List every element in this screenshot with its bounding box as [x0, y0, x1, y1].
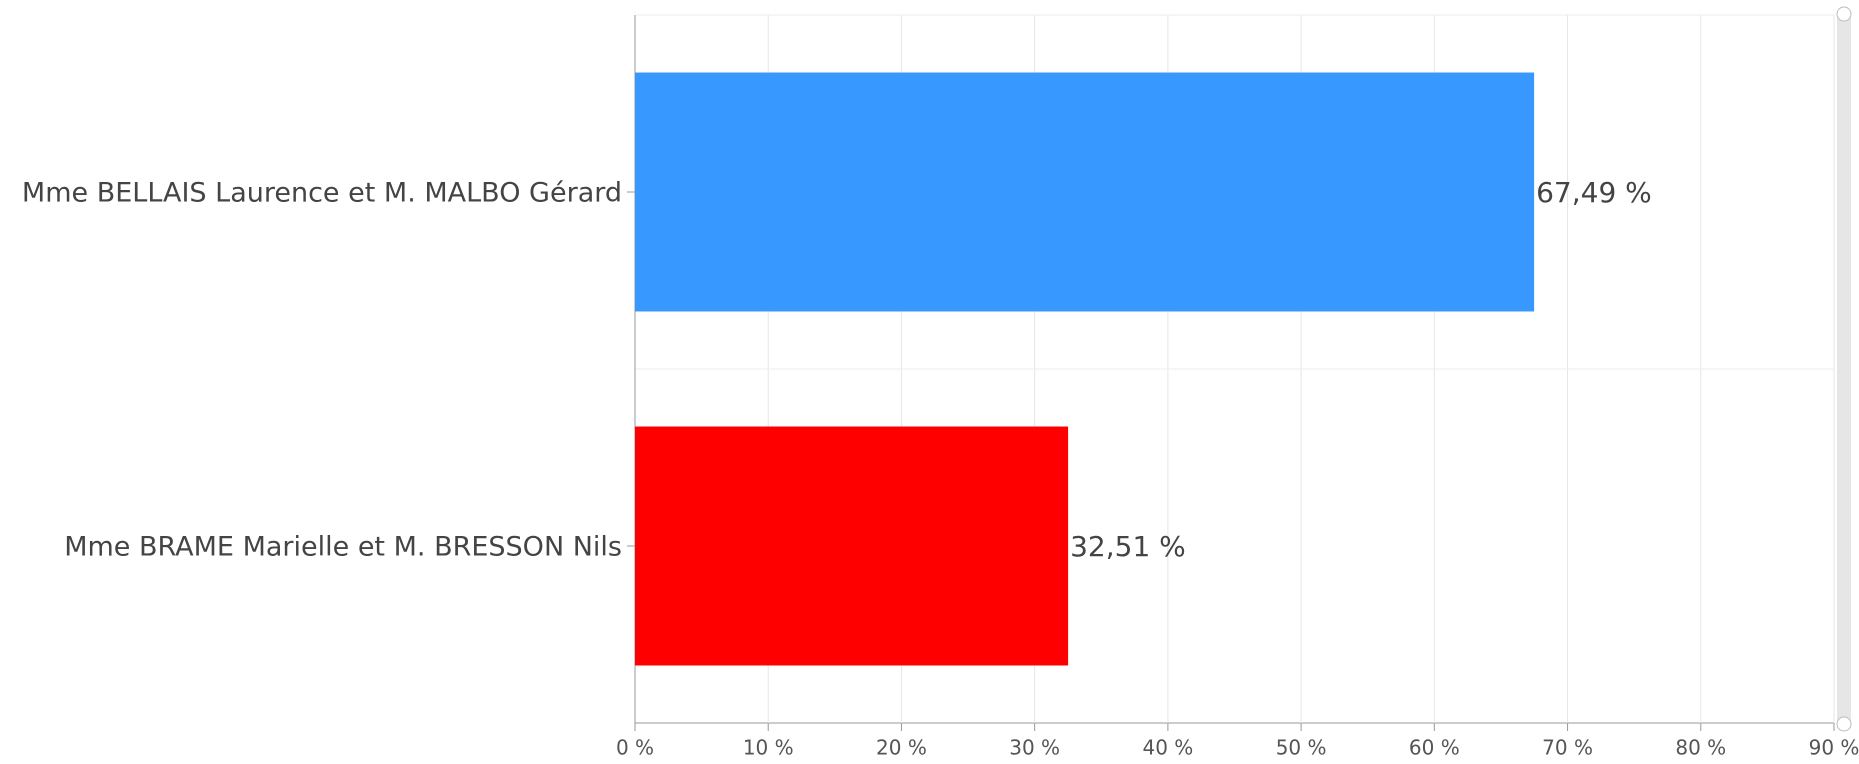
category-label: Mme BELLAIS Laurence et M. MALBO Gérard — [22, 178, 622, 209]
x-tick-label: 50 % — [1276, 736, 1327, 760]
x-tick-label: 60 % — [1409, 736, 1460, 760]
value-label: 67,49 % — [1536, 176, 1652, 209]
x-tick-label: 90 % — [1809, 736, 1859, 760]
x-tick-label: 20 % — [876, 736, 927, 760]
category-label: Mme BRAME Marielle et M. BRESSON Nils — [64, 532, 622, 563]
value-label: 32,51 % — [1070, 530, 1186, 563]
x-tick-label: 70 % — [1542, 736, 1593, 760]
scrollbar[interactable] — [1837, 12, 1851, 724]
x-tick-label: 0 % — [616, 736, 654, 760]
bar — [635, 72, 1535, 312]
x-tick-label: 40 % — [1142, 736, 1193, 760]
scroll-handle-top[interactable] — [1836, 6, 1852, 22]
x-tick-label: 10 % — [743, 736, 794, 760]
x-tick-label: 30 % — [1009, 736, 1060, 760]
bar — [635, 426, 1069, 666]
x-tick-label: 80 % — [1675, 736, 1726, 760]
scroll-handle-bottom[interactable] — [1836, 716, 1852, 732]
